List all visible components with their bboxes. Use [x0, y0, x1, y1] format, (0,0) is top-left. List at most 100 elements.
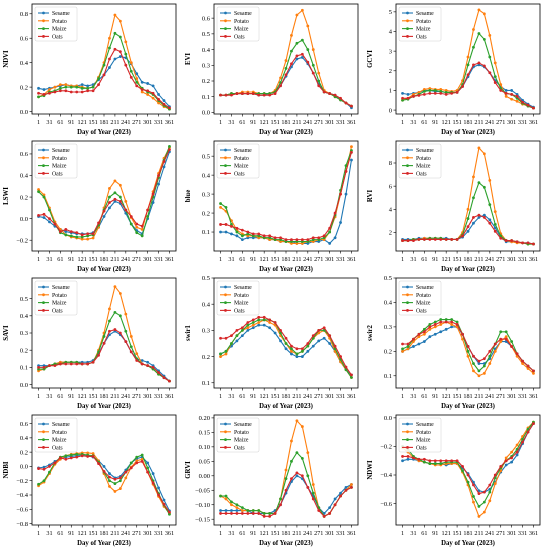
data-point-maize [246, 323, 250, 327]
data-point-maize [477, 369, 481, 373]
data-point-maize [262, 318, 266, 322]
x-tick-label: 211 [474, 393, 483, 400]
data-point-potato [129, 61, 133, 65]
data-point-potato [157, 101, 160, 105]
data-point-potato [53, 85, 57, 89]
data-point-maize [168, 144, 171, 148]
legend-label: Maize [234, 164, 249, 170]
data-point-sesame [230, 509, 233, 512]
legend-marker [406, 438, 409, 441]
data-point-maize [246, 509, 250, 512]
legend-box [216, 417, 260, 453]
data-point-sesame [344, 485, 348, 489]
legend-marker [224, 156, 227, 160]
y-tick-label: 0.1 [20, 365, 28, 372]
data-point-oats [69, 90, 73, 94]
data-point-potato [488, 362, 492, 365]
data-point-oats [64, 362, 68, 366]
y-tick-label: 0.3 [202, 62, 210, 69]
data-point-sesame [246, 328, 250, 332]
data-point-oats [69, 230, 73, 233]
data-point-oats [86, 232, 90, 236]
data-point-potato [428, 327, 432, 331]
x-tick-label: 181 [281, 119, 290, 126]
data-point-oats [219, 512, 222, 515]
data-point-oats [230, 512, 233, 515]
series-line-sesame [402, 64, 534, 108]
data-point-oats [118, 331, 122, 335]
data-point-maize [482, 364, 486, 368]
x-tick-label: 61 [239, 530, 245, 537]
legend-label: Potato [234, 293, 249, 299]
y-tick-label: 0.0 [202, 110, 210, 117]
data-point-potato [477, 8, 481, 12]
data-point-maize [262, 512, 266, 515]
x-tick-label: 271 [314, 256, 323, 263]
x-tick-label: 31 [228, 256, 234, 263]
data-point-maize [422, 460, 426, 464]
series-line-maize [402, 32, 534, 109]
y-tick-label: −0.6 [16, 506, 29, 513]
y-tick-label: 0.8 [20, 11, 28, 18]
data-point-potato [80, 237, 84, 241]
x-tick-label: 331 [336, 393, 345, 400]
data-point-oats [135, 359, 139, 362]
x-tick-label: 1 [219, 530, 222, 537]
legend-marker [42, 430, 45, 434]
data-point-potato [113, 13, 117, 17]
x-tick-label: 271 [132, 119, 141, 126]
series-line-potato [38, 452, 170, 514]
legend-marker [224, 438, 227, 441]
data-point-oats [48, 91, 51, 95]
data-point-oats [273, 92, 277, 95]
series-line-oats [38, 455, 170, 513]
y-tick-label: 0.5 [20, 296, 28, 303]
x-tick-label: 211 [474, 256, 483, 263]
data-point-oats [450, 459, 454, 463]
x-tick-label: 361 [165, 119, 174, 126]
data-point-oats [493, 229, 497, 233]
data-point-maize [102, 63, 106, 67]
data-point-maize [406, 345, 410, 348]
data-point-oats [262, 93, 266, 97]
data-point-oats [521, 440, 524, 444]
x-tick-label: 331 [336, 256, 345, 263]
x-tick-label: 271 [314, 393, 323, 400]
legend-box [398, 6, 442, 42]
x-tick-label: 151 [452, 119, 461, 126]
data-point-maize [350, 376, 353, 379]
data-point-maize [240, 506, 244, 510]
data-point-oats [350, 373, 353, 377]
data-point-maize [461, 469, 464, 473]
y-tick-label: −0.15 [195, 516, 210, 523]
data-point-oats [64, 228, 68, 231]
x-tick-label: 91 [250, 119, 256, 126]
data-point-oats [350, 485, 353, 489]
data-point-oats [515, 450, 519, 454]
data-point-sesame [412, 345, 415, 348]
data-point-oats [279, 503, 282, 507]
data-point-oats [246, 512, 250, 515]
data-point-maize [482, 500, 486, 504]
x-tick-label: 331 [154, 530, 163, 537]
data-point-maize [504, 330, 508, 334]
data-point-potato [284, 468, 288, 472]
x-tick-label: 151 [270, 119, 279, 126]
data-point-potato [521, 362, 524, 365]
legend-label: Sesame [52, 148, 70, 154]
data-point-sesame [108, 206, 111, 210]
data-point-maize [295, 352, 299, 356]
data-point-potato [129, 335, 133, 338]
data-point-oats [477, 61, 481, 65]
data-point-oats [477, 359, 481, 363]
data-point-oats [157, 174, 160, 177]
data-point-maize [42, 479, 46, 483]
data-point-oats [455, 459, 459, 463]
x-tick-label: 1 [219, 119, 222, 126]
data-point-oats [300, 52, 304, 56]
data-point-oats [251, 512, 255, 515]
x-tick-label: 151 [452, 256, 461, 263]
legend-label: Maize [52, 301, 67, 307]
data-point-potato [135, 77, 139, 80]
legend-marker [406, 148, 409, 152]
